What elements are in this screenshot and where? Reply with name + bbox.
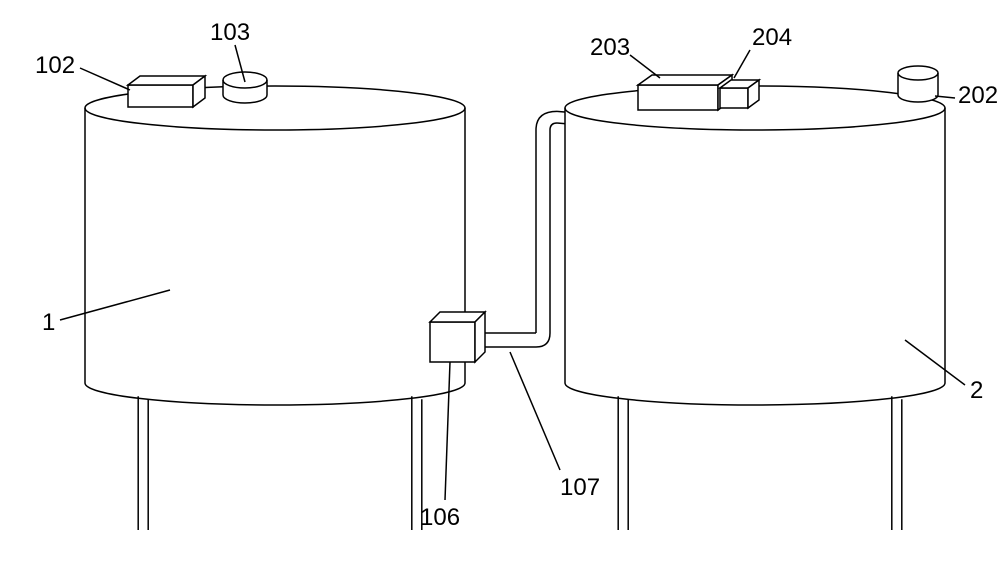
label-102: 102 xyxy=(35,52,75,79)
leader-line xyxy=(510,352,560,470)
leader-line xyxy=(630,55,660,78)
label-2: 2 xyxy=(970,377,983,404)
label-107: 107 xyxy=(560,474,600,501)
left-tank-inlet-box xyxy=(128,76,205,107)
tank-left-body-fill xyxy=(85,86,465,405)
tank-left xyxy=(85,86,465,530)
leader-line xyxy=(734,50,750,78)
leader-line xyxy=(80,68,130,90)
tank-right xyxy=(565,86,945,530)
leader-line xyxy=(935,96,955,98)
label-202: 202 xyxy=(958,82,998,109)
label-204: 204 xyxy=(752,24,792,51)
right-tank-inlet-box-big xyxy=(638,75,732,110)
pump-box xyxy=(430,312,485,362)
engineering-diagram: 102 103 203 204 202 1 2 106 107 xyxy=(0,0,1000,569)
tank-right-body-fill xyxy=(565,86,945,405)
label-106: 106 xyxy=(420,504,460,531)
label-203: 203 xyxy=(590,34,630,61)
right-tank-cap xyxy=(898,66,938,102)
left-tank-cap xyxy=(223,72,267,103)
label-1: 1 xyxy=(42,309,55,336)
right-tank-inlet-box-small xyxy=(720,80,759,108)
label-103: 103 xyxy=(210,19,250,46)
